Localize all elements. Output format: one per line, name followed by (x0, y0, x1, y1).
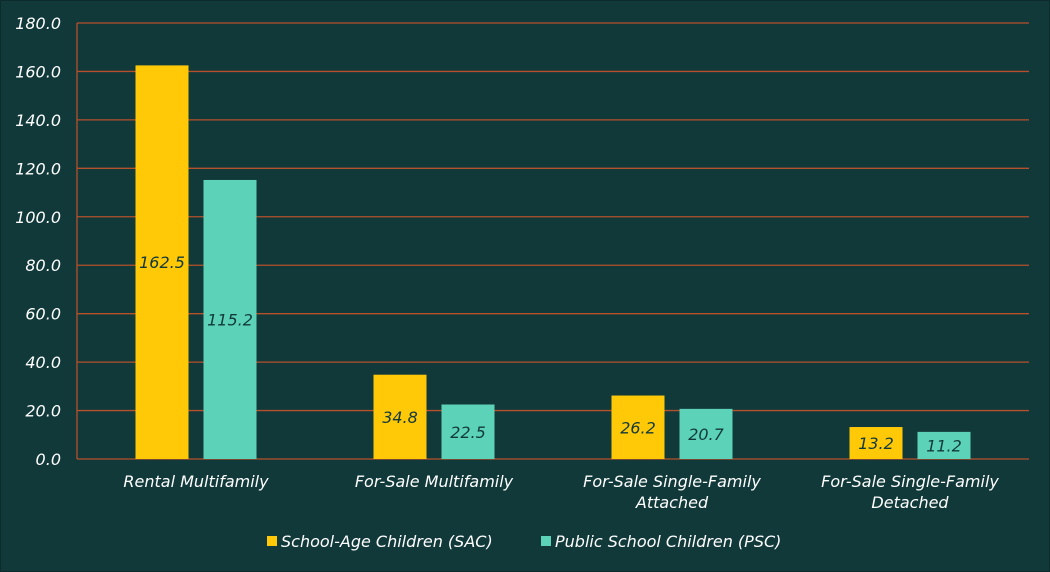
y-tick-label: 0.0 (36, 450, 61, 469)
bar-sac (135, 65, 189, 459)
y-tick-label: 120.0 (15, 159, 61, 178)
bar-psc (917, 431, 971, 459)
y-tick-label: 40.0 (25, 353, 61, 372)
data-label: 13.2 (858, 434, 894, 453)
x-category-label: Rental Multifamily (123, 472, 269, 491)
x-category-label: Attached (635, 493, 709, 512)
legend-label-sac: School-Age Children (SAC) (281, 532, 493, 551)
data-label: 34.8 (382, 408, 418, 427)
x-category-label: Detached (871, 493, 949, 512)
bar-sac (849, 427, 903, 459)
y-tick-label: 60.0 (25, 305, 61, 324)
x-category-label: For-Sale Single-Family (583, 472, 761, 491)
data-label: 115.2 (207, 310, 253, 329)
y-tick-label: 20.0 (25, 402, 61, 421)
bar-sac (611, 395, 665, 459)
data-label: 162.5 (139, 253, 185, 272)
legend-swatch-sac (267, 536, 277, 546)
y-tick-label: 140.0 (15, 111, 61, 130)
bar-sac (373, 374, 427, 459)
y-tick-label: 100.0 (15, 208, 61, 227)
legend-swatch-psc (541, 536, 551, 546)
x-category-label: For-Sale Multifamily (355, 472, 514, 491)
y-tick-label: 160.0 (15, 62, 61, 81)
data-label: 26.2 (620, 418, 656, 437)
bar-psc (441, 404, 495, 459)
bar-psc (679, 408, 733, 459)
bar-psc (203, 179, 257, 459)
y-tick-label: 80.0 (25, 256, 61, 275)
legend-label-psc: Public School Children (PSC) (555, 532, 781, 551)
y-tick-label: 180.0 (15, 14, 61, 33)
x-category-label: For-Sale Single-Family (821, 472, 999, 491)
data-label: 11.2 (926, 436, 962, 455)
data-label: 20.7 (688, 425, 724, 444)
data-label: 22.5 (450, 423, 486, 442)
